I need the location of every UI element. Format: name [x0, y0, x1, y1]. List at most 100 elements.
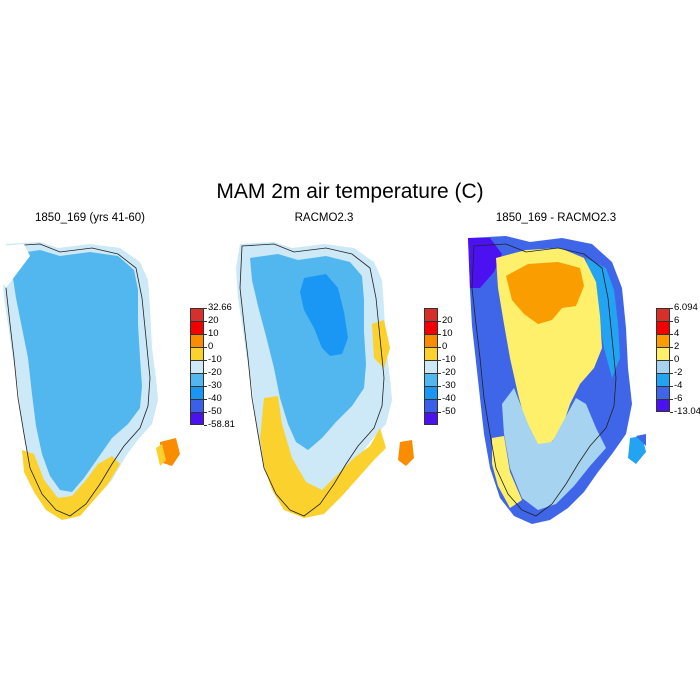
colorbar-swatch: [424, 347, 438, 360]
colorbar-label: 2: [674, 341, 680, 352]
colorbar-swatch: [190, 386, 204, 399]
colorbar-swatch: [656, 386, 670, 399]
colorbar-label: -10: [442, 354, 456, 365]
colorbar-boxes: [656, 308, 670, 412]
colorbar-label: -10: [208, 354, 222, 365]
zone-p2: [506, 262, 584, 324]
colorbar-label: -20: [442, 367, 456, 378]
colorbar-label: -20: [208, 367, 222, 378]
colorbar-swatch: [656, 334, 670, 347]
panel-title: 1850_169 - RACMO2.3: [495, 212, 617, 224]
colorbar-tick: [670, 308, 673, 309]
colorbar-swatch: [190, 321, 204, 334]
colorbar-label: 20: [208, 315, 219, 326]
colorbar-label: 20: [442, 315, 453, 326]
panel-racmo: RACMO2.3 20 10 0 -10 -20 -30 -40 -50: [234, 212, 466, 532]
colorbar-swatch: [656, 399, 670, 412]
colorbar-tick: [438, 399, 441, 400]
colorbar-tick: [204, 347, 207, 348]
colorbar-tick: [670, 412, 673, 413]
colorbar-label: -30: [208, 380, 222, 391]
colorbar-boxes: [424, 308, 438, 425]
colorbar-label: 0: [442, 341, 448, 352]
zone-m20: [12, 250, 142, 492]
colorbar-swatch: [656, 360, 670, 373]
colorbar-tick: [438, 373, 441, 374]
figure-title: MAM 2m air temperature (C): [216, 180, 484, 203]
colorbar-tick: [204, 373, 207, 374]
colorbar-swatch: [424, 373, 438, 386]
colorbar-swatch: [656, 321, 670, 334]
colorbar-swatch: [424, 412, 438, 425]
colorbar-swatch: [190, 373, 204, 386]
colorbar-swatch: [190, 334, 204, 347]
zone-m0: [260, 396, 386, 518]
colorbar-tick: [204, 399, 207, 400]
colorbar-label: 6.094: [674, 302, 698, 313]
colorbar-label: 10: [208, 328, 219, 339]
colorbar-swatch: [656, 373, 670, 386]
greenland-map-racmo: [236, 242, 414, 518]
colorbar-tick: [438, 386, 441, 387]
colorbar-label: 32.66: [208, 302, 232, 313]
greenland-map-difference: [468, 236, 646, 524]
colorbar-tick: [204, 360, 207, 361]
colorbar-label: -58.81: [208, 419, 235, 430]
colorbar: 32.66 20 10 0 -10 -20 -30 -40 -50 -58.81: [190, 303, 235, 430]
colorbar-label: 0: [674, 354, 680, 365]
colorbar-tick: [438, 321, 441, 322]
colorbar-label: -30: [442, 380, 456, 391]
colorbar-swatch: [424, 399, 438, 412]
colorbar-swatch: [424, 334, 438, 347]
colorbar-swatch: [424, 321, 438, 334]
colorbar-tick: [670, 347, 673, 348]
zone-iceland: [628, 436, 646, 464]
colorbar-swatch: [424, 360, 438, 373]
colorbar-tick: [204, 412, 207, 413]
colorbar-tick: [670, 373, 673, 374]
panel-title: 1850_169 (yrs 41-60): [35, 212, 145, 224]
colorbar-tick: [438, 360, 441, 361]
colorbar: 20 10 0 -10 -20 -30 -40 -50: [424, 308, 456, 425]
colorbar-swatch: [190, 412, 204, 425]
colorbar-tick: [670, 334, 673, 335]
colorbar-swatch: [424, 308, 438, 321]
colorbar-boxes: [190, 308, 204, 425]
colorbar-swatch: [656, 347, 670, 360]
colorbar-tick: [438, 347, 441, 348]
zone-m30: [300, 274, 348, 356]
colorbar-swatch: [190, 399, 204, 412]
colorbar: 6.094 6 4 2 0 -2 -4 -6 -13.043: [656, 303, 700, 417]
colorbar-label: 0: [208, 341, 214, 352]
greenland-map-model: [0, 242, 180, 520]
colorbar-swatch: [190, 347, 204, 360]
colorbar-label: -13.043: [674, 406, 700, 417]
zone-m0: [502, 388, 606, 510]
colorbar-tick: [438, 334, 441, 335]
colorbar-label: -6: [674, 393, 683, 404]
colorbar-tick: [670, 386, 673, 387]
colorbar-swatch: [190, 360, 204, 373]
colorbar-tick: [438, 412, 441, 413]
colorbar-tick: [204, 386, 207, 387]
coastline: [5, 243, 151, 517]
zone-m0: [22, 450, 120, 520]
colorbar-swatch: [656, 308, 670, 321]
colorbar-tick: [204, 334, 207, 335]
zone-iceland: [398, 440, 414, 466]
colorbar-tick: [204, 425, 207, 426]
colorbar-label: -50: [208, 406, 222, 417]
colorbar-label: -2: [674, 367, 683, 378]
panel-title: RACMO2.3: [294, 212, 354, 224]
colorbar-tick: [204, 321, 207, 322]
coastline: [239, 243, 385, 517]
colorbar-label: 10: [442, 328, 453, 339]
panel-difference: 1850_169 - RACMO2.3 6.094 6 4 2 0 -2 -4 -6 -13.0…: [466, 212, 700, 532]
colorbar-tick: [670, 399, 673, 400]
coastline: [471, 243, 617, 517]
colorbar-tick: [204, 308, 207, 309]
colorbar-label: 4: [674, 328, 680, 339]
colorbar-label: -40: [208, 393, 222, 404]
colorbar-label: -40: [442, 393, 456, 404]
colorbar-label: 6: [674, 315, 680, 326]
